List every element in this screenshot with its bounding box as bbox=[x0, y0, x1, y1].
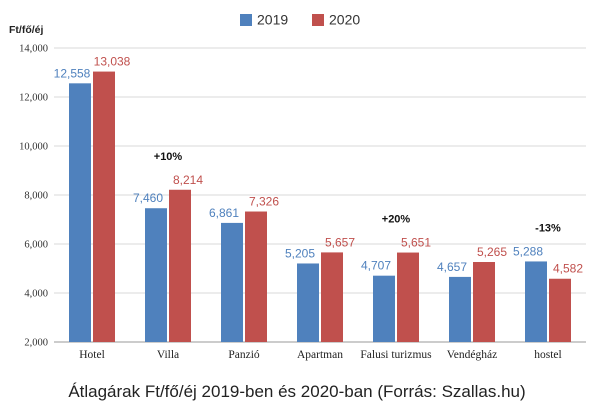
data-label: 7,326 bbox=[249, 195, 279, 209]
data-label: 5,651 bbox=[401, 236, 431, 250]
legend-label: 2020 bbox=[329, 12, 360, 28]
data-label: 5,265 bbox=[477, 245, 507, 259]
annotation-label: +20% bbox=[382, 214, 411, 226]
data-label: 4,657 bbox=[437, 260, 467, 274]
x-axis-ticks: Hotel Villa Panzió Apartman Falusi turizmus V… bbox=[79, 349, 562, 361]
data-label: 13,038 bbox=[94, 55, 131, 69]
annotation-label: -13% bbox=[535, 222, 561, 234]
bar bbox=[321, 252, 343, 342]
bars bbox=[69, 71, 571, 342]
bar bbox=[297, 263, 319, 342]
legend-swatch bbox=[312, 14, 324, 26]
data-label: 7,460 bbox=[133, 191, 163, 205]
bar bbox=[145, 208, 167, 342]
y-tick-label: 12,000 bbox=[19, 93, 48, 104]
bar bbox=[449, 276, 471, 342]
x-tick-label: Villa bbox=[157, 349, 179, 361]
x-tick-label: Hotel bbox=[79, 349, 105, 361]
y-axis-ticks: 2,000 4,000 6,000 8,000 10,000 12,000 14,000 bbox=[19, 44, 48, 349]
data-label: 8,214 bbox=[173, 173, 203, 187]
bar bbox=[245, 211, 267, 342]
y-axis-label: Ft/fő/éj bbox=[9, 24, 43, 36]
x-tick-label: Falusi turizmus bbox=[360, 349, 432, 361]
data-label: 4,582 bbox=[553, 262, 583, 276]
x-tick-label: Vendégház bbox=[447, 349, 497, 361]
data-label: 5,205 bbox=[285, 246, 315, 260]
bar bbox=[69, 83, 91, 342]
annotation-label: +10% bbox=[154, 151, 183, 163]
legend-label: 2019 bbox=[257, 12, 288, 28]
x-tick-label: Apartman bbox=[297, 349, 343, 361]
bar bbox=[473, 262, 495, 342]
bar bbox=[549, 278, 571, 342]
bar bbox=[169, 189, 191, 342]
bar bbox=[525, 261, 547, 342]
bar bbox=[93, 71, 115, 342]
y-tick-label: 14,000 bbox=[19, 44, 48, 55]
data-label: 12,558 bbox=[54, 66, 91, 80]
bar bbox=[397, 252, 419, 342]
data-label: 5,657 bbox=[325, 235, 355, 249]
data-label: 4,707 bbox=[361, 259, 391, 273]
bar bbox=[221, 222, 243, 342]
legend-swatch bbox=[240, 14, 252, 26]
y-tick-label: 8,000 bbox=[24, 191, 48, 202]
annotations: +10% +20% -13% bbox=[154, 151, 561, 235]
gridlines bbox=[54, 47, 586, 343]
y-tick-label: 2,000 bbox=[24, 338, 48, 349]
y-tick-label: 4,000 bbox=[24, 289, 48, 300]
y-tick-label: 10,000 bbox=[19, 142, 48, 153]
legend: 2019 2020 bbox=[240, 12, 360, 28]
bar bbox=[373, 275, 395, 342]
chart-caption: Átlagárak Ft/fő/éj 2019-ben és 2020-ban … bbox=[68, 382, 526, 401]
x-tick-label: Panzió bbox=[228, 349, 260, 361]
y-tick-label: 6,000 bbox=[24, 240, 48, 251]
bar-chart: 2,000 4,000 6,000 8,000 10,000 12,000 14,000 F… bbox=[9, 12, 586, 361]
x-tick-label: hostel bbox=[534, 349, 561, 361]
data-label: 6,861 bbox=[209, 206, 239, 220]
data-label: 5,288 bbox=[513, 244, 543, 258]
